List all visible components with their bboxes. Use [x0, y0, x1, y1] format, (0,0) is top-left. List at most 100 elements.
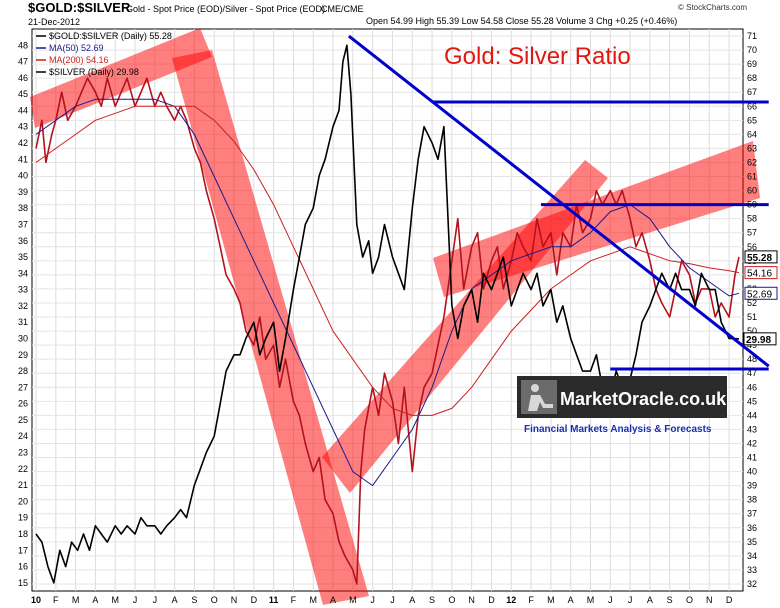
right-tick-label: 69: [747, 59, 757, 69]
series-line: [35, 44, 740, 584]
right-tick-label: 45: [747, 396, 757, 406]
left-tick-label: 19: [18, 513, 28, 523]
x-tick-label: 12: [506, 595, 516, 605]
x-tick-label: A: [647, 595, 653, 605]
left-tick-label: 37: [18, 219, 28, 229]
right-tick-label: 57: [747, 228, 757, 238]
left-tick-label: 22: [18, 464, 28, 474]
legend-label: MA(200) 54.16: [49, 55, 109, 65]
left-tick-label: 40: [18, 171, 28, 181]
left-tick-label: 33: [18, 285, 28, 295]
right-tick-label: 61: [747, 172, 757, 182]
right-tick-label: 60: [747, 186, 757, 196]
legend-label: $GOLD:$SILVER (Daily) 55.28: [49, 31, 172, 41]
channel-band: [30, 28, 212, 128]
right-tick-label: 59: [747, 200, 757, 210]
x-tick-label: F: [53, 595, 59, 605]
x-tick-label: M: [72, 595, 80, 605]
x-tick-label: D: [488, 595, 495, 605]
left-tick-label: 34: [18, 268, 28, 278]
x-tick-label: O: [211, 595, 218, 605]
right-tick-label: 67: [747, 87, 757, 97]
chart-header: $GOLD:$SILVER Gold - Spot Price (EOD)/Si…: [28, 0, 747, 27]
left-tick-label: 15: [18, 578, 28, 588]
trend-lines: [347, 34, 770, 371]
x-tick-label: F: [291, 595, 297, 605]
right-tick-label: 37: [747, 509, 757, 519]
right-tick-label: 66: [747, 101, 757, 111]
value-tag-label: 29.98: [746, 335, 771, 346]
watermark-name: MarketOracle.co.uk: [560, 389, 727, 409]
exchange-label: CME/CME: [321, 4, 364, 14]
right-tick-label: 52: [747, 298, 757, 308]
value-tag-box: [744, 286, 778, 300]
x-tick-label: 10: [31, 595, 41, 605]
trader-silhouette-icon: [521, 380, 557, 414]
date-label: 21-Dec-2012: [28, 17, 80, 27]
left-tick-label: 31: [18, 317, 28, 327]
value-tag-label: 54.16: [747, 269, 772, 280]
x-tick-label: S: [429, 595, 435, 605]
right-tick-label: 58: [747, 214, 757, 224]
plot-area: [31, 28, 744, 592]
x-tick-label: M: [349, 595, 357, 605]
x-tick-label: J: [370, 595, 375, 605]
left-tick-label: 25: [18, 415, 28, 425]
right-tick-label: 62: [747, 157, 757, 167]
credit-label: © StockCharts.com: [678, 3, 747, 12]
left-tick-label: 43: [18, 122, 28, 132]
right-tick-label: 38: [747, 495, 757, 505]
x-tick-label: A: [330, 595, 336, 605]
x-tick-label: J: [153, 595, 158, 605]
value-tag-label: 55.28: [747, 253, 772, 264]
right-tick-label: 46: [747, 382, 757, 392]
right-tick-label: 39: [747, 481, 757, 491]
left-tick-label: 39: [18, 187, 28, 197]
right-tick-label: 40: [747, 467, 757, 477]
left-tick-label: 32: [18, 301, 28, 311]
left-tick-label: 46: [18, 73, 28, 83]
x-tick-label: J: [390, 595, 395, 605]
right-tick-label: 51: [747, 312, 757, 322]
symbol-description: Gold - Spot Price (EOD)/Silver - Spot Pr…: [126, 4, 325, 14]
x-tick-label: D: [251, 595, 258, 605]
symbol-label: $GOLD:$SILVER: [28, 0, 131, 15]
x-tick-label: J: [608, 595, 613, 605]
left-tick-label: 28: [18, 366, 28, 376]
right-tick-label: 43: [747, 424, 757, 434]
value-tag-box: [744, 250, 778, 264]
left-tick-label: 20: [18, 496, 28, 506]
x-tick-label: F: [528, 595, 534, 605]
channel-band: [433, 141, 760, 297]
value-tag-label: 52.69: [747, 289, 772, 300]
left-tick-label: 41: [18, 154, 28, 164]
x-tick-label: O: [686, 595, 693, 605]
right-tick-label: 42: [747, 438, 757, 448]
right-tick-label: 32: [747, 579, 757, 589]
right-tick-label: 71: [747, 31, 757, 41]
trend-line: [347, 34, 770, 368]
watermark: MarketOracle.co.uk Financial Markets Ana…: [517, 376, 727, 435]
left-tick-label: 26: [18, 399, 28, 409]
x-tick-label: M: [587, 595, 595, 605]
right-tick-label: 34: [747, 551, 757, 561]
x-tick-label: N: [706, 595, 713, 605]
right-tick-label: 50: [747, 326, 757, 336]
left-tick-label: 38: [18, 203, 28, 213]
left-tick-label: 21: [18, 480, 28, 490]
left-tick-label: 30: [18, 334, 28, 344]
x-tick-label: M: [547, 595, 555, 605]
series-line: [35, 105, 740, 416]
x-tick-label: J: [133, 595, 138, 605]
left-tick-label: 24: [18, 431, 28, 441]
left-tick-label: 48: [18, 40, 28, 50]
right-tick-label: 47: [747, 368, 757, 378]
right-tick-label: 41: [747, 453, 757, 463]
left-tick-label: 27: [18, 382, 28, 392]
right-tick-label: 33: [747, 565, 757, 575]
right-tick-label: 64: [747, 129, 757, 139]
value-tag-box: [744, 266, 778, 280]
chart-title: Gold: Silver Ratio: [444, 43, 631, 70]
right-tick-label: 68: [747, 73, 757, 83]
